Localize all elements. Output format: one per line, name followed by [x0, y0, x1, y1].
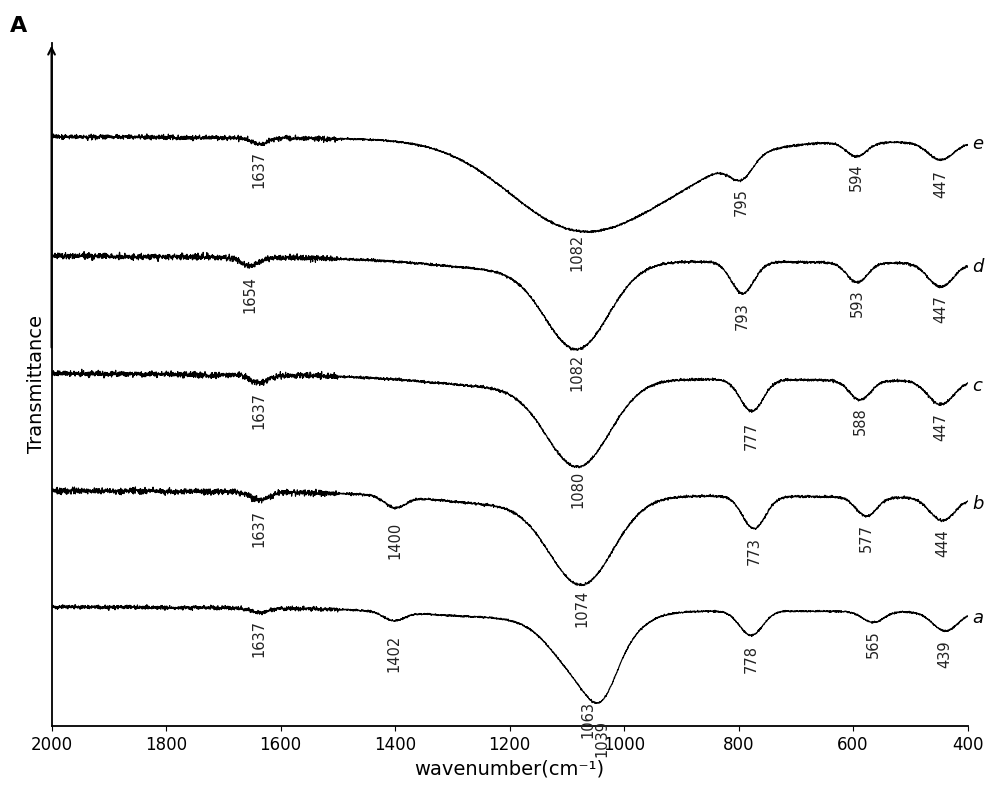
Text: 1637: 1637 [252, 392, 267, 429]
Text: 1637: 1637 [252, 510, 267, 547]
Text: 594: 594 [849, 164, 864, 192]
Text: 778: 778 [744, 645, 759, 673]
Text: b: b [972, 494, 984, 513]
Text: 588: 588 [852, 408, 867, 436]
Text: 793: 793 [735, 302, 750, 330]
Text: c: c [972, 377, 982, 395]
Text: a: a [972, 609, 983, 627]
Text: 1402: 1402 [386, 634, 401, 672]
Text: 577: 577 [859, 524, 874, 553]
Text: 1082: 1082 [570, 354, 585, 391]
Text: 447: 447 [933, 295, 948, 323]
Text: 1063: 1063 [580, 701, 595, 738]
Text: 1074: 1074 [574, 589, 589, 626]
Text: 773: 773 [747, 537, 762, 565]
Text: 1400: 1400 [388, 522, 403, 559]
Text: 795: 795 [734, 188, 749, 216]
Text: 444: 444 [935, 529, 950, 557]
Text: 1082: 1082 [570, 234, 585, 271]
Text: 439: 439 [938, 640, 953, 668]
Text: 1637: 1637 [252, 151, 267, 188]
Text: 447: 447 [933, 413, 948, 441]
Text: 447: 447 [933, 169, 948, 198]
Text: 1039: 1039 [594, 720, 609, 757]
Text: 593: 593 [850, 290, 865, 317]
Text: d: d [972, 258, 984, 276]
Y-axis label: Transmittance: Transmittance [27, 316, 46, 453]
Text: 1080: 1080 [571, 471, 586, 508]
Text: 777: 777 [744, 421, 759, 449]
Text: A: A [10, 16, 28, 36]
Text: e: e [972, 135, 983, 153]
X-axis label: wavenumber(cm⁻¹): wavenumber(cm⁻¹) [415, 759, 605, 778]
Text: 1637: 1637 [252, 620, 267, 657]
Text: 565: 565 [866, 630, 881, 657]
Text: 1654: 1654 [242, 277, 257, 313]
